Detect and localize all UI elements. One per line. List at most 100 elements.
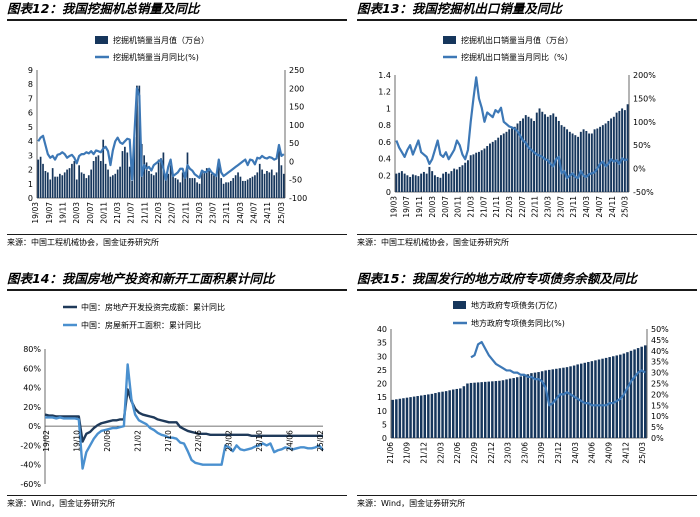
bar: [191, 178, 194, 198]
bar: [633, 349, 636, 438]
bar: [618, 110, 621, 192]
y-right-tick-label: 25%: [651, 380, 669, 389]
bar: [90, 169, 93, 198]
x-tick-label: 20/11: [99, 202, 108, 224]
bar: [425, 173, 428, 192]
bar: [54, 176, 56, 198]
bar: [145, 162, 148, 198]
bar: [601, 125, 604, 192]
y-right-tick-label: 35%: [651, 358, 669, 367]
bar: [608, 357, 611, 438]
bar: [87, 175, 90, 198]
x-tick-label: 23/10: [255, 430, 264, 452]
bar: [104, 163, 107, 198]
x-tick-label: 20/07: [441, 196, 450, 218]
bar: [552, 113, 555, 192]
y-right-tick-label: 15%: [651, 401, 669, 410]
bar: [611, 356, 615, 438]
y-left-tick-label: 8: [28, 80, 33, 89]
legend-label: 地方政府专项债务同比(%): [471, 318, 565, 328]
x-tick-label: 21/06: [386, 442, 395, 464]
bar: [590, 361, 594, 438]
bar: [112, 175, 114, 198]
bar: [537, 372, 540, 438]
bar: [280, 165, 283, 198]
x-tick-label: 23/03: [544, 196, 553, 218]
bar: [150, 173, 153, 198]
y-left-tick-label: 0: [382, 434, 387, 443]
bar: [541, 111, 544, 192]
series-line: [395, 76, 628, 180]
x-tick-label: 20/11: [454, 196, 463, 218]
bar: [585, 130, 588, 192]
x-tick-label: 22/12: [487, 442, 496, 464]
x-tick-label: 25/03: [277, 202, 286, 224]
bar: [439, 177, 442, 192]
bar: [398, 172, 401, 192]
bar: [626, 352, 629, 438]
y-tick-label: -20%: [20, 441, 41, 450]
bar: [217, 161, 220, 198]
x-tick-label: 24/11: [608, 196, 617, 218]
series-line: [45, 363, 324, 470]
bar: [201, 172, 203, 198]
bar: [511, 128, 513, 192]
x-tick-label: 21/11: [492, 196, 501, 218]
bar: [533, 372, 537, 438]
bar: [225, 182, 227, 198]
bar: [400, 171, 403, 192]
bar: [455, 388, 459, 438]
bar: [450, 171, 453, 192]
x-tick-label: 24/03: [571, 442, 580, 464]
bar: [491, 381, 494, 438]
y-right-tick-label: 0%: [651, 434, 664, 443]
bar: [39, 156, 42, 198]
bar: [246, 179, 249, 198]
bar: [97, 155, 100, 198]
bar: [395, 399, 398, 438]
x-tick-label: 24/03: [582, 196, 591, 218]
bar: [416, 396, 419, 438]
bar: [419, 395, 423, 438]
bar: [49, 179, 52, 198]
bar: [497, 137, 500, 192]
bar: [398, 398, 402, 438]
bar: [560, 125, 563, 192]
bar: [466, 383, 469, 438]
x-tick-label: 21/09: [403, 442, 412, 464]
y-left-tick-label: 15: [377, 393, 387, 402]
legend-bar-swatch: [95, 36, 108, 44]
bar: [172, 176, 174, 198]
y-right-tick-label: 10%: [651, 412, 669, 421]
bar: [215, 176, 218, 198]
chart-special-bonds: 0 5 10 15 20 25 30 35 40 0% 5% 10% 15% 20%25% 30% 35% 40…: [377, 300, 669, 464]
x-tick-label: 21/11: [140, 202, 149, 224]
bar: [549, 115, 552, 192]
bar: [414, 175, 417, 192]
title-rule: [357, 289, 697, 291]
y-left-tick-label: 0: [28, 194, 33, 203]
y-left-tick-label: 4: [28, 137, 33, 146]
bar: [530, 118, 533, 192]
bar: [114, 173, 117, 198]
bar: [483, 148, 486, 192]
source-note: 来源：中国工程机械协会，国金证券研究所: [7, 234, 347, 249]
bar: [461, 165, 464, 192]
y-right-tick-label: 0: [289, 157, 294, 166]
bar: [131, 180, 133, 198]
bar: [66, 169, 68, 198]
bar: [430, 393, 434, 438]
bar: [222, 183, 225, 198]
bar: [489, 143, 491, 192]
series-line: [470, 340, 646, 407]
x-tick-label: 23/02: [225, 430, 234, 452]
bar: [513, 126, 516, 192]
x-tick-label: 23/11: [222, 202, 231, 224]
bar: [433, 175, 436, 192]
bar: [169, 165, 172, 198]
y-left-tick-label: 0.4: [378, 155, 391, 164]
x-tick-label: 22/09: [470, 442, 479, 464]
bar: [208, 170, 210, 198]
x-tick-label: 19/03: [389, 196, 398, 218]
bar: [143, 155, 145, 198]
